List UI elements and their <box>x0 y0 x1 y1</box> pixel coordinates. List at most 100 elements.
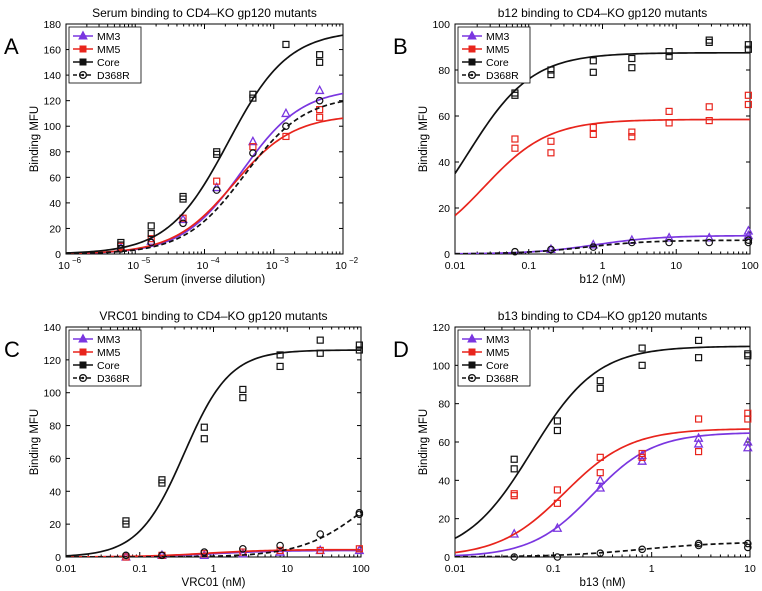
legend-marker <box>79 348 87 356</box>
legend-marker-dot <box>470 376 474 380</box>
data-point-core <box>596 377 604 385</box>
data-point-d368r <box>705 238 714 247</box>
data-point-mm5 <box>213 177 221 185</box>
data-point-d368r <box>628 238 636 247</box>
fit-curve-mm5 <box>455 428 750 554</box>
data-point-mm5 <box>628 133 636 141</box>
y-tick-label: 0 <box>55 249 61 261</box>
y-tick-label: 40 <box>438 157 450 169</box>
x-tick-label: 1 <box>649 563 655 575</box>
x-tick-label: 0.01 <box>445 563 466 575</box>
data-point-core <box>316 349 324 357</box>
x-tick-exponent: −3 <box>280 256 290 265</box>
data-point-mm5 <box>511 135 519 143</box>
x-tick-label: 10 <box>266 260 278 272</box>
y-tick-label: 20 <box>438 514 450 526</box>
x-tick-label: 10 <box>58 260 70 272</box>
data-point-core <box>200 435 208 443</box>
y-tick-label: 60 <box>49 172 61 184</box>
panel-letter: D <box>393 337 409 362</box>
legend-marker <box>467 70 477 80</box>
x-tick-label: 10 <box>335 260 347 272</box>
data-point-mm3 <box>237 548 248 558</box>
data-point-core <box>638 344 646 352</box>
data-point-core <box>694 354 703 362</box>
y-tick-label: 120 <box>43 96 61 108</box>
legend-marker-dot <box>81 73 85 77</box>
y-tick-label: 180 <box>43 19 61 31</box>
data-point-core <box>510 465 518 473</box>
data-point-d368r <box>638 545 646 554</box>
legend-label: Core <box>486 360 509 372</box>
legend-label: MM5 <box>97 347 120 359</box>
data-point-core <box>694 336 703 345</box>
data-point-d368r <box>147 238 156 247</box>
legend-label: MM5 <box>97 44 120 56</box>
data-point-d368r <box>179 219 187 228</box>
legend-label: D368R <box>486 70 519 82</box>
data-point-mm5 <box>638 453 646 461</box>
fit-curve-d368r <box>455 541 750 557</box>
legend-marker <box>78 30 88 40</box>
data-point-core <box>665 52 673 60</box>
legend-label: Core <box>486 57 509 69</box>
legend-marker <box>467 333 477 343</box>
y-tick-label: 20 <box>49 223 61 235</box>
data-point-core <box>316 336 324 344</box>
x-tick-exponent: −4 <box>211 256 221 265</box>
data-point-mm5 <box>665 107 673 116</box>
data-point-mm3 <box>178 213 188 224</box>
fit-curve-mm3 <box>66 92 343 254</box>
data-point-mm5 <box>355 545 363 553</box>
data-point-core <box>553 417 562 425</box>
legend-marker <box>468 45 476 53</box>
data-point-mm3 <box>743 230 754 240</box>
data-point-d368r <box>547 245 555 254</box>
data-point-mm5 <box>705 103 713 111</box>
x-tick-label: 1 <box>211 563 217 575</box>
x-tick-label: 100 <box>352 563 370 575</box>
data-point-mm5 <box>589 123 597 132</box>
data-point-core <box>249 94 257 102</box>
data-point-mm5 <box>553 499 562 507</box>
y-tick-label: 0 <box>444 552 450 564</box>
data-point-core <box>147 229 155 238</box>
panel-letter: A <box>4 34 19 59</box>
y-tick-label: 0 <box>55 552 61 564</box>
y-tick-label: 80 <box>49 147 61 159</box>
data-point-d368r <box>282 122 290 131</box>
x-tick-label: 0.1 <box>521 260 536 272</box>
legend-marker <box>468 348 476 356</box>
data-point-d368r <box>589 243 598 251</box>
x-tick-exponent: −5 <box>141 256 151 265</box>
x-tick-label: 10 <box>281 563 293 575</box>
data-point-core <box>744 45 752 53</box>
data-point-d368r <box>200 548 209 556</box>
y-tick-label: 40 <box>438 475 450 487</box>
y-tick-label: 20 <box>49 519 61 531</box>
data-point-core <box>744 350 752 358</box>
data-point-core <box>705 36 713 44</box>
legend-label: D368R <box>97 70 130 82</box>
y-axis-label: Binding MFU <box>418 106 430 172</box>
data-point-d368r <box>694 539 703 548</box>
chart-title: b12 binding to CD4–KO gp120 mutants <box>498 6 707 20</box>
data-point-mm5 <box>665 119 673 127</box>
x-tick-label: 0.01 <box>445 260 466 272</box>
data-point-core <box>179 192 187 201</box>
data-point-mm5 <box>316 106 324 114</box>
data-point-mm5 <box>694 447 703 456</box>
data-point-d368r <box>315 96 324 105</box>
data-point-core <box>510 455 518 463</box>
data-point-mm3 <box>693 432 704 442</box>
data-point-mm3 <box>664 232 674 242</box>
x-tick-label: 10 <box>127 260 139 272</box>
panel-letter: B <box>393 34 408 59</box>
y-tick-label: 80 <box>438 399 450 411</box>
legend-marker <box>78 70 88 80</box>
fit-curve-d368r <box>455 239 750 254</box>
data-point-core <box>200 423 208 431</box>
data-point-core <box>239 394 247 402</box>
